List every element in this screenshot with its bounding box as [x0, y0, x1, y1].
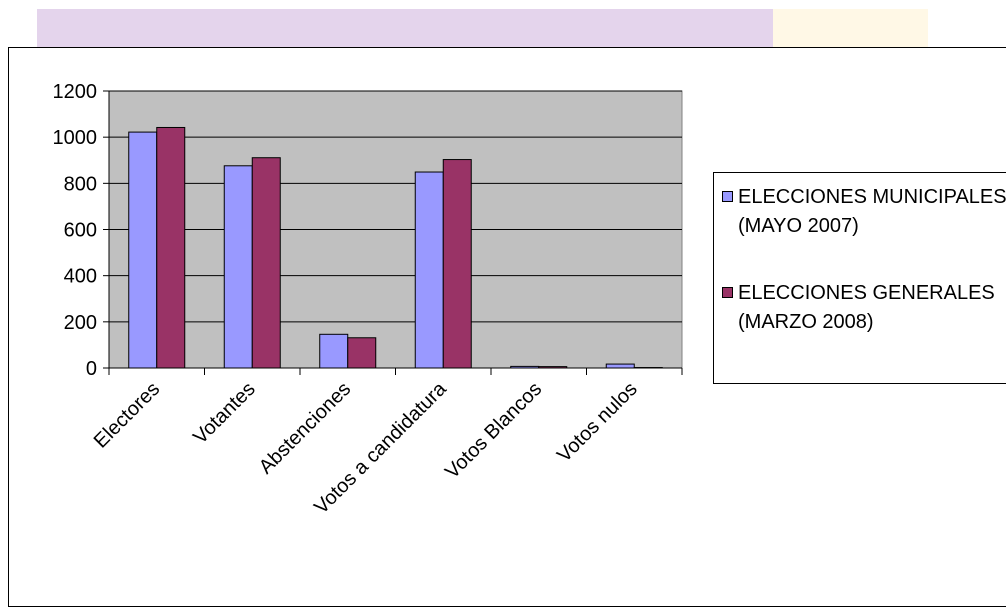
legend-swatch-generales — [722, 287, 733, 298]
x-tick-label: Abstenciones — [255, 378, 355, 478]
x-tick-label: Votantes — [189, 378, 260, 449]
y-tick-label: 200 — [64, 312, 97, 334]
header-strip-cream — [773, 9, 928, 47]
bar — [511, 366, 539, 368]
x-tick-label: Votos Blancos — [441, 378, 546, 483]
bar — [443, 160, 471, 368]
bar — [320, 334, 348, 368]
bar — [415, 172, 443, 368]
x-tick-label: Electores — [90, 378, 165, 453]
x-tick-label: Votos nulos — [553, 378, 642, 467]
bar — [224, 166, 252, 368]
header-strip-lavender — [37, 9, 773, 47]
bar — [157, 127, 185, 368]
y-tick-label: 1200 — [53, 81, 98, 103]
bar — [348, 338, 376, 368]
y-tick-label: 0 — [86, 358, 97, 380]
legend-label-municipales: ELECCIONES MUNICIPALES (MAYO 2007) — [738, 183, 1006, 241]
bar — [129, 132, 157, 368]
bar — [252, 158, 280, 368]
legend-label-generales: ELECCIONES GENERALES (MARZO 2008) — [738, 279, 1006, 337]
legend-swatch-municipales — [722, 191, 733, 202]
bar — [606, 364, 634, 368]
y-tick-label: 1000 — [53, 127, 98, 149]
chart-legend: ELECCIONES MUNICIPALES (MAYO 2007) ELECC… — [713, 172, 1006, 384]
bar — [539, 367, 567, 368]
y-tick-label: 800 — [64, 173, 97, 195]
y-tick-label: 400 — [64, 266, 97, 288]
y-tick-label: 600 — [64, 220, 97, 242]
